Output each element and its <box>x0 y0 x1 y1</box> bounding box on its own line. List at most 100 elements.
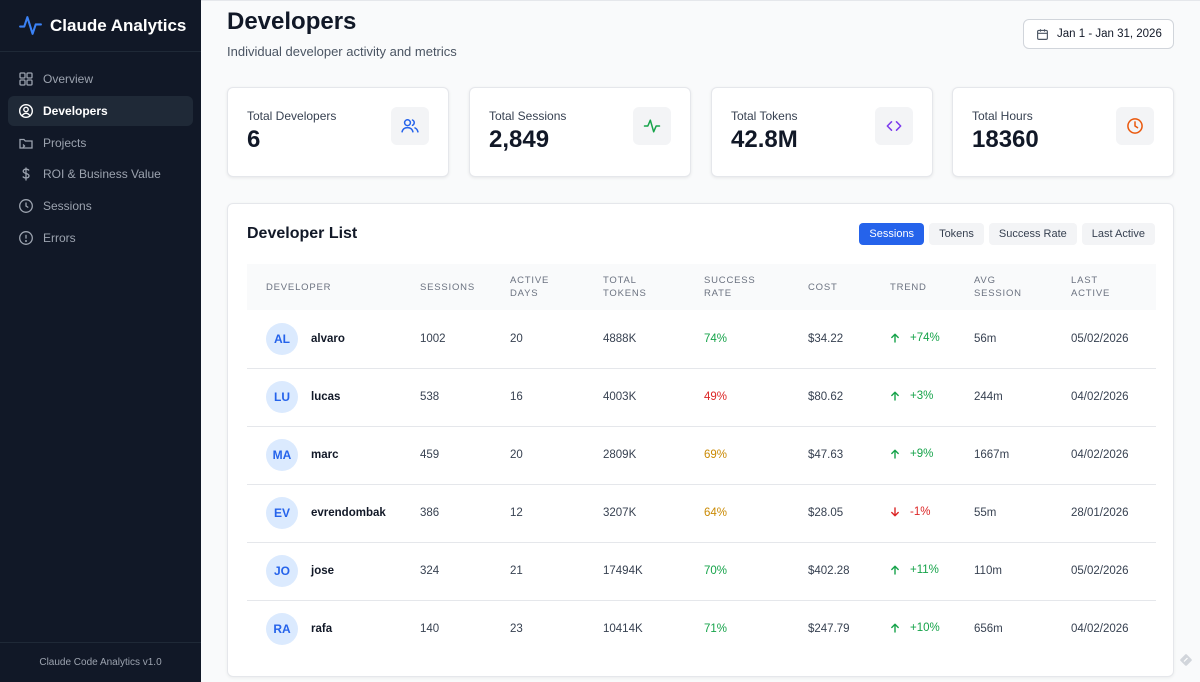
sidebar-item-errors[interactable]: Errors <box>8 223 193 253</box>
stat-card-tokens: Total Tokens 42.8M <box>711 87 933 177</box>
developer-name: alvaro <box>311 332 345 345</box>
stat-value: 18360 <box>972 126 1039 153</box>
column-header-label: Last Active <box>1071 275 1111 299</box>
trend-value: +3% <box>910 390 934 402</box>
sort-sessions-button[interactable]: Sessions <box>859 223 925 245</box>
clock-icon <box>18 198 34 214</box>
tokens-cell: 3207K <box>603 507 637 519</box>
active-days-cell: 20 <box>510 449 523 461</box>
table-row[interactable]: MA marc 459 20 2809K 69% $47.63 +9% 1667m… <box>247 426 1156 484</box>
date-range-picker[interactable]: Jan 1 - Jan 31, 2026 <box>1023 19 1174 49</box>
column-header-success-rate[interactable]: Success Rate <box>704 264 808 310</box>
trend-value: -1% <box>910 506 931 518</box>
success-rate-cell: 69% <box>704 449 728 461</box>
sidebar-item-roi[interactable]: ROI & Business Value <box>8 159 193 189</box>
date-range-label: Jan 1 - Jan 31, 2026 <box>1057 28 1162 40</box>
stat-label: Total Developers <box>247 109 337 123</box>
trend-value: +9% <box>910 448 934 460</box>
column-header-label: Active Days <box>510 275 550 299</box>
sort-options: Sessions Tokens Success Rate Last Active <box>859 223 1155 245</box>
cost-cell: $28.05 <box>808 507 844 519</box>
sessions-cell: 324 <box>420 565 440 577</box>
sidebar-nav: Overview Developers Projects ROI & Busin… <box>0 52 201 253</box>
stat-value: 6 <box>247 126 261 153</box>
stat-value: 2,849 <box>489 126 550 153</box>
column-header-sessions[interactable]: Sessions <box>420 281 475 293</box>
last-active-cell: 05/02/2026 <box>1071 332 1129 345</box>
avg-session-cell: 55m <box>974 507 997 519</box>
avatar: AL <box>266 322 298 355</box>
stat-label: Total Hours <box>972 109 1033 123</box>
success-rate-cell: 70% <box>704 565 728 577</box>
sort-success-rate-button[interactable]: Success Rate <box>988 223 1077 245</box>
developer-table: Developer Sessions Active Days Total Tok… <box>247 264 1156 658</box>
sidebar-item-label: Overview <box>43 72 94 86</box>
diamond-icon[interactable] <box>1178 652 1194 668</box>
app-name: Claude Analytics <box>50 15 187 35</box>
column-header-avg-session[interactable]: Avg Session <box>974 264 1071 310</box>
trend-value: +74% <box>910 331 940 344</box>
last-active-cell: 04/02/2026 <box>1071 623 1129 636</box>
stat-card-sessions: Total Sessions 2,849 <box>469 87 691 177</box>
trend-indicator: +3% <box>890 390 933 402</box>
calendar-icon <box>1036 28 1057 41</box>
table-header-row: Developer Sessions Active Days Total Tok… <box>247 264 1156 310</box>
sessions-cell: 386 <box>420 507 440 519</box>
stat-card-hours: Total Hours 18360 <box>952 87 1174 177</box>
sidebar-item-sessions[interactable]: Sessions <box>8 191 193 221</box>
sidebar-item-label: Developers <box>43 103 108 118</box>
sidebar-item-label: Sessions <box>43 199 92 214</box>
sidebar-item-label: Projects <box>43 135 87 150</box>
table-row[interactable]: JO jose 324 21 17494K 70% $402.28 +11% 11… <box>247 542 1156 600</box>
page-subtitle: Individual developer activity and metric… <box>227 44 457 59</box>
stat-value: 42.8M <box>731 126 798 153</box>
developer-list-card: Developer List Sessions Tokens Success R… <box>227 203 1174 677</box>
developer-list-title: Developer List <box>247 225 358 242</box>
stat-label: Total Tokens <box>731 109 798 123</box>
column-header-total-tokens[interactable]: Total Tokens <box>603 264 704 310</box>
page-title: Developers <box>227 8 357 35</box>
tokens-cell: 4003K <box>603 391 637 403</box>
trend-arrow-icon <box>890 333 905 343</box>
stat-label: Total Sessions <box>489 109 567 123</box>
avg-session-cell: 110m <box>974 565 1002 577</box>
column-header-active-days[interactable]: Active Days <box>510 264 603 310</box>
sidebar: Claude Analytics Overview Developers Pro… <box>0 0 201 682</box>
sort-last-active-button[interactable]: Last Active <box>1081 223 1155 245</box>
user-circle-icon <box>18 103 34 119</box>
active-days-cell: 12 <box>510 507 523 519</box>
pulse-logo-icon <box>18 13 43 38</box>
trend-value: +10% <box>910 622 940 635</box>
code-icon <box>875 107 913 145</box>
sidebar-item-overview[interactable]: Overview <box>8 64 193 94</box>
stat-card-developers: Total Developers 6 <box>227 87 449 177</box>
avatar: JO <box>266 555 298 587</box>
success-rate-cell: 49% <box>704 391 728 403</box>
users-icon <box>391 107 429 145</box>
trend-value: +11% <box>910 564 939 576</box>
success-rate-cell: 71% <box>704 623 728 636</box>
sidebar-item-projects[interactable]: Projects <box>8 128 193 158</box>
table-row[interactable]: RA rafa 140 23 10414K 71% $247.79 +10% 65… <box>247 600 1156 658</box>
column-header-trend[interactable]: Trend <box>890 281 927 293</box>
column-header-cost[interactable]: Cost <box>808 281 838 293</box>
column-header-developer[interactable]: Developer <box>266 281 332 293</box>
sort-tokens-button[interactable]: Tokens <box>929 223 984 245</box>
brand[interactable]: Claude Analytics <box>0 0 201 52</box>
table-row[interactable]: EV evrendombak 386 12 3207K 64% $28.05 -1… <box>247 484 1156 542</box>
avg-session-cell: 244m <box>974 391 1003 403</box>
grid-icon <box>18 71 34 87</box>
developer-name: rafa <box>311 623 333 636</box>
cost-cell: $402.28 <box>808 565 850 577</box>
last-active-cell: 28/01/2026 <box>1071 507 1129 519</box>
sidebar-item-developers[interactable]: Developers <box>8 95 193 126</box>
table-row[interactable]: LU lucas 538 16 4003K 49% $80.62 +3% 244m… <box>247 368 1156 426</box>
last-active-cell: 04/02/2026 <box>1071 449 1129 461</box>
developer-name: lucas <box>311 391 341 403</box>
cost-cell: $34.22 <box>808 332 844 345</box>
cost-cell: $247.79 <box>808 623 850 636</box>
trend-arrow-icon <box>890 391 905 401</box>
table-row[interactable]: AL alvaro 1002 20 4888K 74% $34.22 +74% 5… <box>247 310 1156 368</box>
active-days-cell: 20 <box>510 332 523 345</box>
column-header-last-active[interactable]: Last Active <box>1071 264 1156 310</box>
